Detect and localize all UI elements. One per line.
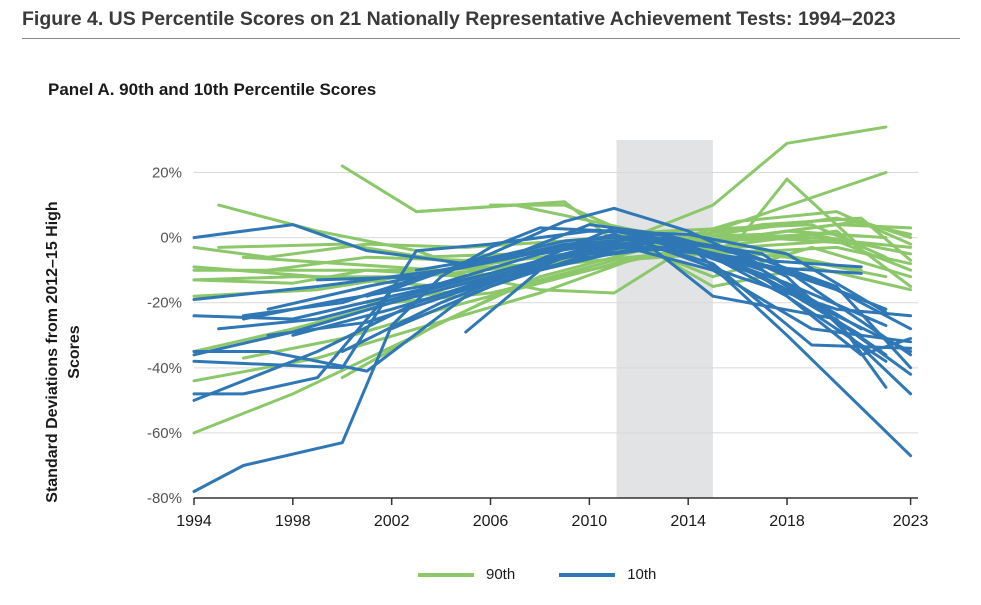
y-tick-label: 20% bbox=[152, 165, 182, 182]
legend-label-10th: 10th bbox=[627, 566, 657, 583]
x-tick-labels: 1994 1998 2002 2006 2010 2014 2018 2023 bbox=[176, 513, 928, 530]
series-line-10th bbox=[192, 229, 888, 370]
x-tick-label: 2014 bbox=[670, 513, 706, 530]
y-tick-label: -60% bbox=[147, 425, 182, 442]
legend-swatch-90th bbox=[418, 572, 474, 577]
title-rule bbox=[22, 38, 960, 39]
series-line-10th bbox=[464, 245, 913, 334]
y-tick-label: -80% bbox=[147, 490, 182, 507]
series-group-10th bbox=[192, 206, 913, 493]
legend-item-10th: 10th bbox=[559, 566, 656, 583]
y-tick-label: 0% bbox=[160, 230, 182, 247]
series-line-10th bbox=[217, 242, 913, 344]
series-line-10th bbox=[414, 223, 863, 272]
series-line-10th bbox=[266, 236, 863, 331]
legend: 90th 10th bbox=[418, 566, 700, 583]
x-tick-label: 1998 bbox=[275, 513, 311, 530]
legend-swatch-10th bbox=[559, 572, 616, 577]
legend-label-90th: 90th bbox=[486, 566, 516, 583]
y-axis-title: Standard Deviations from 2012–15 High Sc… bbox=[44, 201, 83, 503]
legend-item-90th: 90th bbox=[418, 566, 515, 583]
x-tick-label: 2002 bbox=[374, 513, 410, 530]
series-line-10th bbox=[365, 239, 863, 298]
panel-title: Panel A. 90th and 10th Percentile Scores bbox=[48, 80, 377, 99]
y-tick-label: -20% bbox=[147, 295, 182, 312]
y-tick-label: -40% bbox=[147, 360, 182, 377]
shaded-period bbox=[616, 140, 713, 498]
x-ticks bbox=[193, 498, 912, 505]
x-tick-label: 2023 bbox=[893, 513, 929, 530]
x-tick-label: 2010 bbox=[572, 513, 608, 530]
series-line-10th bbox=[316, 232, 913, 350]
series-line-10th bbox=[390, 245, 888, 331]
x-tick-label: 1994 bbox=[176, 513, 212, 530]
series-line-10th bbox=[266, 236, 913, 357]
y-tick-labels: 20% 0% -20% -40% -60% -80% bbox=[147, 165, 182, 507]
series-line-10th bbox=[241, 236, 913, 370]
series-line-90th bbox=[489, 177, 863, 249]
figure-title: Figure 4. US Percentile Scores on 21 Nat… bbox=[22, 8, 896, 30]
x-tick-label: 2006 bbox=[473, 513, 509, 530]
x-tick-label: 2018 bbox=[769, 513, 805, 530]
